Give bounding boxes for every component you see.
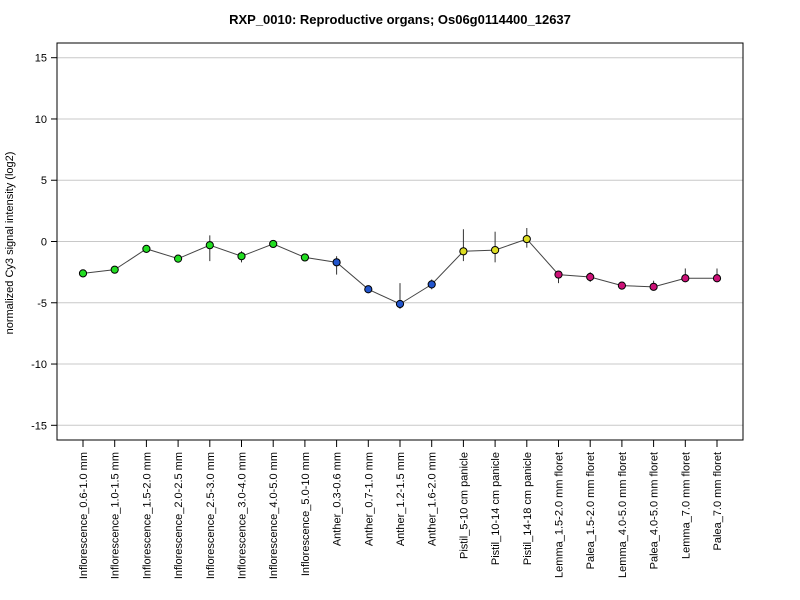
data-point (586, 272, 595, 282)
data-point (712, 274, 722, 283)
chart-title: RXP_0010: Reproductive organs; Os06g0114… (229, 12, 571, 27)
data-point (427, 280, 436, 289)
y-axis-label: normalized Cy3 signal intensity (log2) (4, 152, 16, 335)
data-point (237, 252, 246, 261)
data-point (617, 281, 627, 290)
data-point (681, 274, 690, 283)
x-tick-label: Lemma_1.5-2.0 mm floret (554, 452, 566, 578)
x-tick-label: Lemma_7.0 mm floret (680, 452, 692, 559)
y-tick-label: -5 (37, 298, 47, 310)
x-tick-label: Lemma_4.0-5.0 mm floret (617, 452, 629, 578)
x-tick-label: Inflorescence_1.0-1.5 mm (110, 452, 122, 579)
x-tick-label: Inflorescence_2.0-2.5 mm (173, 452, 185, 579)
x-tick-label: Inflorescence_5.0-10 mm (300, 452, 312, 576)
data-point (205, 241, 214, 250)
data-point (269, 239, 278, 249)
x-tick-label: Anther_0.7-1.0 mm (363, 452, 375, 546)
grid-lines (57, 57, 743, 426)
y-tick-label: 5 (41, 175, 47, 187)
x-tick-label: Inflorescence_1.5-2.0 mm (141, 452, 153, 579)
data-points (78, 234, 722, 309)
data-point (649, 282, 658, 291)
x-tick-label: Pistil_5-10 cm panicle (458, 452, 470, 559)
data-point (142, 244, 151, 253)
x-tick-label: Palea_7.0 mm floret (712, 452, 724, 550)
y-tick-label: -15 (31, 420, 47, 432)
data-point (459, 247, 468, 256)
x-tick-label: Inflorescence_2.5-3.0 mm (205, 452, 217, 579)
data-point (174, 254, 183, 263)
x-tick-label: Anther_1.6-2.0 mm (427, 452, 439, 546)
x-tick-label: Inflorescence_3.0-4.0 mm (237, 452, 249, 579)
data-point (332, 258, 341, 267)
data-point (300, 253, 309, 262)
y-tick-label: 10 (35, 114, 47, 126)
y-tick-label: -10 (31, 359, 47, 371)
error-bars (82, 228, 718, 309)
x-tick-label: Anther_1.2-1.5 mm (395, 452, 407, 546)
x-axis: Inflorescence_0.6-1.0 mm Inflorescence_1.… (78, 440, 724, 579)
y-axis: -15 -10 -5 0 5 10 15 (31, 53, 57, 432)
data-point (554, 270, 563, 279)
y-tick-label: 15 (35, 53, 47, 65)
data-point (491, 245, 500, 255)
data-point (395, 299, 405, 309)
x-tick-label: Inflorescence_4.0-5.0 mm (268, 452, 280, 579)
data-point (110, 265, 119, 274)
x-tick-label: Pistil_10-14 cm panicle (490, 452, 502, 565)
data-point (522, 234, 531, 244)
x-tick-label: Pistil_14-18 cm panicle (522, 452, 534, 565)
y-tick-label: 0 (41, 237, 47, 249)
x-tick-label: Anther_0.3-0.6 mm (332, 452, 344, 546)
data-point (364, 285, 373, 294)
x-tick-label: Palea_4.0-5.0 mm floret (649, 452, 661, 569)
x-tick-label: Palea_1.5-2.0 mm floret (585, 452, 597, 569)
data-point (78, 269, 88, 278)
x-tick-label: Inflorescence_0.6-1.0 mm (78, 452, 90, 579)
